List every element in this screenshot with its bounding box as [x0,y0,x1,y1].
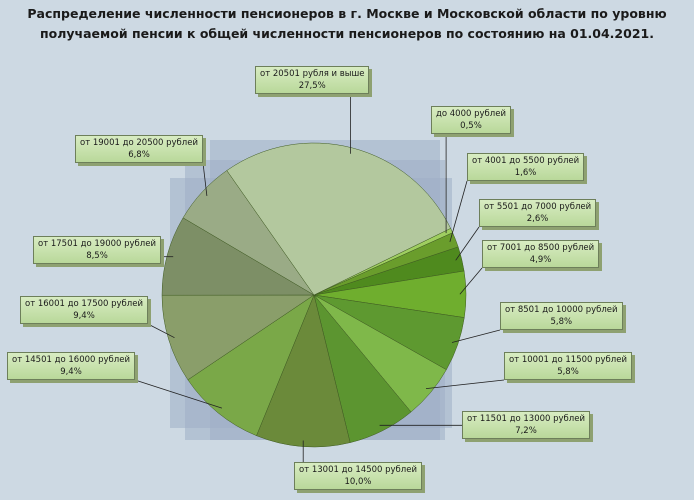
leader-line [449,180,468,243]
slice-label-name: от 19001 до 20500 рублей [80,138,198,148]
slice-label-value: 27,5% [298,81,326,91]
slice-label-name: от 10001 до 11500 рублей [509,355,627,365]
slice-label-value: 9,4% [73,311,95,321]
slice-label: от 7001 до 8500 рублей 4,9% [482,240,600,268]
slice-label: от 5501 до 7000 рублей 2,6% [479,199,597,227]
slice-label: от 10001 до 11500 рублей 5,8% [504,352,632,380]
slice-label: от 19001 до 20500 рублей 6,8% [75,135,203,163]
slice-label: до 4000 рублей 0,5% [431,106,511,134]
slice-label-name: от 7001 до 8500 рублей [487,243,595,253]
slice-label-value: 9,4% [60,367,82,377]
slice-label-value: 5,8% [550,317,573,327]
slice-label-name: от 4001 до 5500 рублей [472,156,580,166]
slice-label: от 8501 до 10000 рублей 5,8% [500,302,623,330]
chart-title: Распределение численности пенсионеров в … [0,4,694,44]
slice-label: от 11501 до 13000 рублей 7,2% [462,411,590,439]
slice-label-name: от 11501 до 13000 рублей [467,414,585,424]
leader-line [455,226,480,261]
pie-slice [161,294,315,381]
slice-label-value: 1,6% [514,168,537,178]
slice-label: от 16001 до 17500 рублей 9,4% [20,296,148,324]
slice-label-name: от 13001 до 14500 рублей [299,465,417,475]
slice-label-value: 0,5% [460,121,482,131]
slice-label: от 17501 до 19000 рублей 8,5% [33,236,161,264]
slice-label-name: от 16001 до 17500 рублей [25,299,143,309]
pie-slice [226,142,451,296]
slice-label-name: от 17501 до 19000 рублей [38,239,156,249]
leader-line [147,323,175,339]
slice-label-name: от 8501 до 10000 рублей [505,305,618,315]
slice-label-name: от 20501 рубля и выше [260,69,365,79]
pie-slice [256,294,351,448]
pie-slice [187,294,315,437]
slice-label-value: 6,8% [128,150,150,160]
slice-label-value: 2,6% [526,214,549,224]
leader-line [459,267,483,295]
chart-title-line-2: получаемой пенсии к общей численности пе… [40,26,654,41]
slice-label-name: до 4000 рублей [436,109,506,119]
leader-line [202,162,208,196]
leader-line [451,329,501,343]
slice-label-name: от 14501 до 16000 рублей [12,355,130,365]
slice-label: от 4001 до 5500 рублей 1,6% [467,153,585,181]
slice-label-name: от 5501 до 7000 рублей [484,202,592,212]
leader-line [425,379,505,389]
slice-label: от 14501 до 16000 рублей 9,4% [7,352,135,380]
slice-label-value: 8,5% [86,251,108,261]
slice-label: от 20501 рубля и выше 27,5% [255,66,370,94]
chart-title-line-1: Распределение численности пенсионеров в … [27,6,667,21]
slice-label-value: 4,9% [529,255,552,265]
slice-label-value: 10,0% [344,477,372,487]
slice-label-value: 5,8% [557,367,579,377]
leader-line [134,379,223,409]
slice-label-value: 7,2% [515,426,537,436]
slice-label: от 13001 до 14500 рублей 10,0% [294,462,422,490]
